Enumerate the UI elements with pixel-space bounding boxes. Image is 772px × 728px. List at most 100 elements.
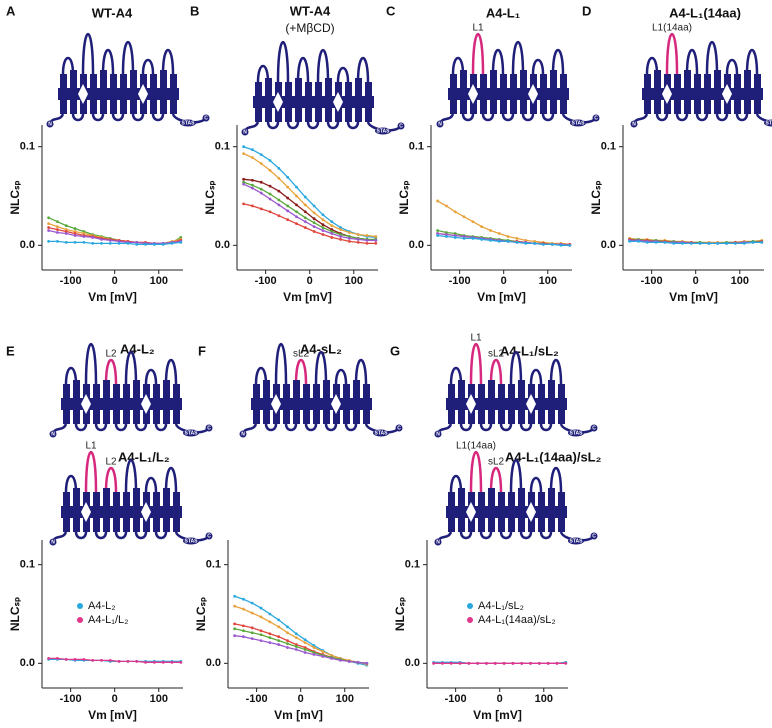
data-point bbox=[277, 618, 281, 622]
x-tick-label: 0 bbox=[307, 275, 313, 287]
data-point bbox=[321, 229, 325, 232]
c-terminus-cap bbox=[590, 532, 598, 540]
construct-title: A4-L₁/sL₂ bbox=[500, 343, 559, 358]
data-point bbox=[295, 210, 298, 214]
data-point bbox=[295, 222, 298, 226]
helix bbox=[160, 70, 167, 114]
data-point bbox=[453, 210, 457, 214]
data-point bbox=[100, 241, 103, 245]
data-point bbox=[294, 636, 298, 640]
helix bbox=[548, 380, 555, 424]
data-point bbox=[321, 650, 325, 653]
fit-line bbox=[437, 200, 570, 246]
topology-loop bbox=[675, 113, 689, 122]
data-point bbox=[117, 241, 121, 245]
helix bbox=[263, 380, 270, 424]
stas-label: STAS bbox=[185, 538, 199, 544]
helix bbox=[345, 82, 352, 122]
topology-loop bbox=[91, 113, 105, 122]
topology-loop bbox=[284, 423, 298, 432]
y-tick-label: 0.0 bbox=[215, 239, 230, 251]
topology-loop bbox=[294, 359, 308, 385]
helix bbox=[285, 82, 292, 122]
x-tick-label: -100 bbox=[641, 275, 663, 287]
data-point bbox=[286, 209, 290, 213]
c-label: C bbox=[592, 533, 596, 539]
topology-loop bbox=[499, 531, 513, 540]
loop-label: L1(14aa) bbox=[456, 441, 496, 452]
data-point bbox=[277, 203, 281, 207]
topology-loop bbox=[94, 531, 108, 540]
c-terminus-cap bbox=[395, 424, 403, 432]
x-tick-label: -100 bbox=[445, 693, 467, 705]
data-point bbox=[467, 661, 471, 665]
x-tick-label: -100 bbox=[60, 275, 82, 287]
data-point bbox=[471, 237, 475, 240]
helix bbox=[500, 74, 507, 114]
c-label: C bbox=[204, 115, 208, 121]
data-point bbox=[56, 657, 59, 660]
construct-title: A4-L₁/L₂ bbox=[118, 449, 170, 464]
data-point bbox=[445, 235, 448, 238]
data-point bbox=[268, 641, 272, 645]
n-terminus-cap bbox=[49, 430, 57, 438]
data-point bbox=[321, 213, 325, 217]
data-point bbox=[73, 227, 77, 230]
data-point bbox=[555, 661, 559, 665]
data-point bbox=[268, 632, 272, 636]
helix bbox=[315, 82, 322, 122]
data-point bbox=[546, 661, 550, 665]
stas-label: STAS bbox=[185, 430, 199, 436]
data-point bbox=[277, 625, 281, 629]
n-label: N bbox=[243, 129, 247, 135]
fit-line bbox=[234, 605, 367, 665]
fit-line bbox=[243, 153, 376, 238]
data-point bbox=[312, 204, 316, 208]
data-point bbox=[321, 226, 325, 229]
data-point bbox=[233, 622, 237, 626]
helix bbox=[133, 380, 140, 424]
topology-loop bbox=[459, 423, 473, 432]
construct-title: A4-L₁(14aa) bbox=[669, 5, 741, 20]
helix bbox=[163, 488, 170, 532]
data-point bbox=[303, 648, 307, 651]
helix bbox=[674, 74, 681, 114]
n-terminus-cap bbox=[434, 430, 442, 438]
data-point bbox=[462, 237, 466, 240]
topology-loop bbox=[274, 343, 288, 385]
topology-loop bbox=[459, 531, 473, 540]
data-point bbox=[152, 242, 156, 246]
data-point bbox=[277, 635, 281, 639]
helix bbox=[550, 70, 557, 114]
data-point bbox=[251, 178, 254, 182]
data-point bbox=[251, 183, 254, 187]
data-point bbox=[286, 204, 290, 208]
data-point bbox=[250, 601, 254, 605]
n-label: N bbox=[438, 121, 442, 127]
data-point bbox=[242, 145, 246, 149]
topology-loop bbox=[655, 113, 669, 122]
helix bbox=[510, 74, 517, 114]
topology-loop bbox=[324, 423, 338, 432]
data-point bbox=[135, 659, 139, 663]
data-point bbox=[515, 237, 519, 240]
topology-loop bbox=[276, 41, 290, 83]
legend-swatch bbox=[467, 617, 473, 623]
data-point bbox=[259, 162, 263, 165]
legend-swatch bbox=[77, 617, 83, 623]
data-point bbox=[312, 225, 316, 228]
stas-domain bbox=[568, 429, 584, 437]
topology-loop bbox=[306, 121, 320, 130]
stas-domain bbox=[373, 429, 389, 437]
data-point bbox=[268, 620, 272, 624]
helix bbox=[518, 380, 525, 424]
topology-loop bbox=[695, 113, 709, 122]
data-point bbox=[47, 239, 51, 243]
data-point bbox=[321, 218, 325, 222]
topology-loop bbox=[104, 467, 118, 493]
x-axis-label: Vm [mV] bbox=[669, 290, 718, 304]
topology-loop bbox=[316, 48, 330, 83]
data-point bbox=[73, 230, 77, 233]
data-point bbox=[436, 199, 440, 203]
data-point bbox=[268, 192, 272, 196]
